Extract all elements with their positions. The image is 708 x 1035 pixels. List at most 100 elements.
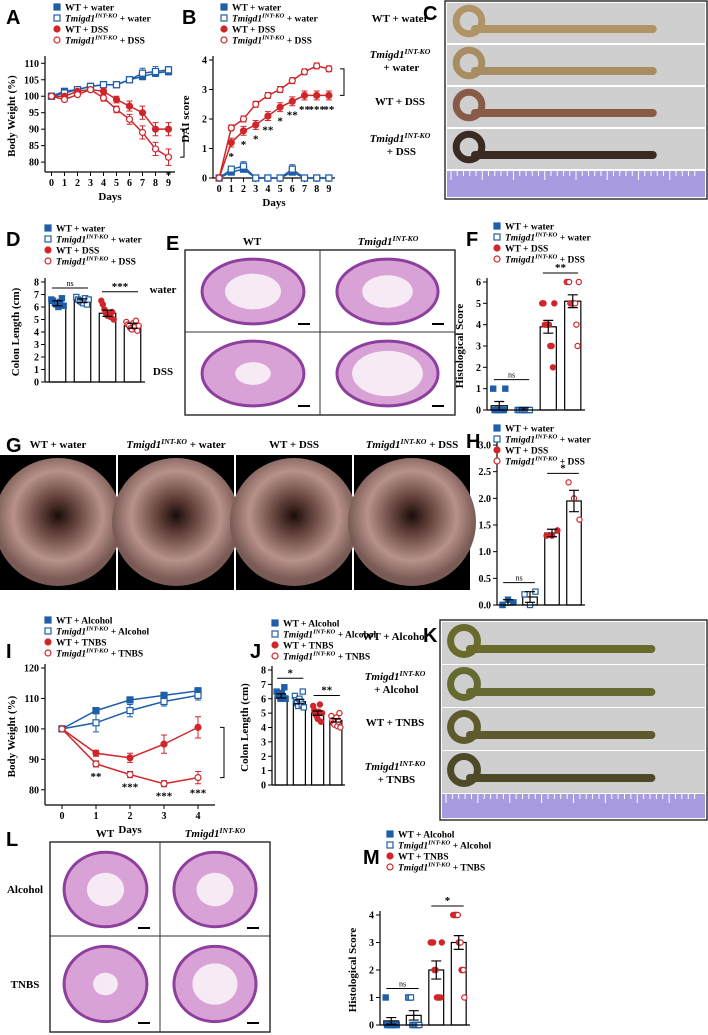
marker [164, 125, 173, 133]
lumen [352, 350, 423, 397]
legend-label: Tmigd1INT-KO + DSS [505, 254, 585, 266]
text-part: Tmigd1 [505, 234, 535, 244]
text-part: Tmigd1 [56, 628, 86, 638]
legend-marker [44, 257, 52, 265]
marker [112, 105, 121, 114]
text-part: INT-KO [404, 47, 431, 56]
y-axis-label: DAI score [180, 95, 192, 142]
line [218, 168, 329, 179]
y-tick-label: 0 [34, 378, 39, 389]
bar [48, 302, 67, 383]
legend-marker [220, 36, 228, 44]
text-part: Tmigd1 [358, 236, 393, 248]
marker [489, 385, 497, 392]
legend-label: WT + water [505, 223, 555, 233]
legend-label: WT + DSS [505, 245, 548, 255]
marker [227, 139, 235, 147]
marker [126, 696, 134, 704]
marker [92, 749, 100, 757]
text-part: + TNBS [375, 774, 415, 786]
marker [551, 300, 558, 307]
photo-label: WT + water [372, 13, 429, 25]
colon [466, 645, 656, 653]
lumen [235, 362, 271, 385]
marker [437, 994, 444, 1001]
marker [151, 125, 160, 133]
marker [313, 91, 321, 100]
marker [112, 95, 121, 104]
x-tick-label: 4 [265, 184, 270, 195]
y-tick-label: 8 [34, 278, 39, 289]
marker [215, 174, 223, 182]
bar [123, 325, 142, 383]
legend-marker [220, 14, 228, 22]
significance: * [253, 133, 259, 145]
line [218, 94, 329, 179]
marker [194, 773, 202, 782]
marker [58, 725, 66, 733]
colon [466, 774, 656, 782]
panel-letter: M [363, 847, 380, 869]
legend-marker [386, 852, 394, 860]
marker [574, 342, 581, 350]
legend-label: Tmigd1INT-KO + TNBS [283, 651, 370, 663]
legend-marker [493, 446, 501, 454]
column-label: Tmigd1INT-KO [358, 234, 419, 248]
marker [288, 77, 296, 85]
marker [276, 174, 284, 182]
legend-marker [44, 235, 52, 243]
legend-marker [493, 222, 501, 230]
text-part: Tmigd1 [366, 439, 401, 451]
text-part: + DSS [384, 146, 416, 158]
photo-bg [442, 708, 705, 750]
y-tick-label: 3 [261, 737, 266, 748]
text-part: + water [284, 15, 318, 25]
text-part: INT-KO [399, 759, 426, 768]
marker [571, 300, 579, 307]
y-tick-label: 3 [476, 342, 481, 353]
x-tick-label: 3 [253, 184, 258, 195]
legend-label: WT + Alcohol [56, 617, 113, 627]
panel-letter: F [466, 229, 478, 251]
text-part: + water [381, 62, 420, 74]
y-tick-label: 0.5 [479, 574, 492, 585]
panel-letter: B [182, 7, 196, 29]
marker [134, 327, 141, 334]
legend-marker [386, 841, 394, 849]
marker [73, 90, 82, 99]
marker [110, 316, 117, 323]
y-tick-label: 100 [24, 92, 39, 103]
text-part: INT-KO [85, 256, 108, 263]
marker [264, 91, 272, 100]
y-tick-label: 5 [34, 315, 39, 326]
panel-letter: I [6, 641, 12, 663]
colon-curl [452, 46, 486, 80]
colon-curl [447, 753, 481, 787]
text-part: INT-KO [534, 456, 557, 463]
marker [276, 103, 284, 111]
legend-marker [44, 224, 52, 232]
text-part: INT-KO [399, 669, 426, 678]
row-label: water [150, 284, 177, 296]
legend-label: WT + water [65, 4, 115, 14]
photo-bg [442, 665, 705, 707]
y-axis-label: Colon Length (cm) [239, 683, 251, 772]
text-part: Tmigd1 [65, 37, 95, 47]
text-part: INT-KO [160, 437, 187, 446]
bar [73, 300, 92, 383]
legend-label: Tmigd1INT-KO + DSS [232, 35, 312, 47]
text-part: + water [108, 236, 142, 246]
y-tick-label: 1 [369, 993, 374, 1004]
marker [99, 94, 108, 102]
marker [429, 939, 437, 946]
marker [549, 364, 557, 371]
marker [565, 479, 572, 486]
panel-letter: L [6, 829, 18, 851]
y-tick-label: 7 [34, 290, 39, 301]
bracket [340, 68, 345, 96]
text-part: INT-KO [312, 629, 335, 636]
text-part: INT-KO [85, 626, 108, 633]
legend-label: WT + TNBS [283, 642, 333, 652]
marker [194, 691, 202, 700]
text-part: + TNBS [108, 650, 143, 660]
